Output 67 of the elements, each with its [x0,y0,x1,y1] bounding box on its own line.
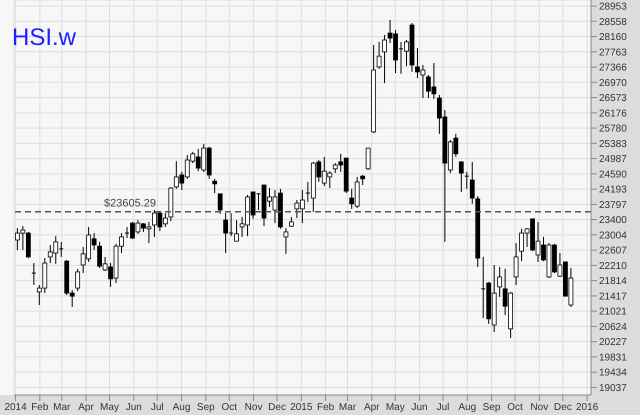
x-tick-label: Nov [244,402,262,414]
candlestick [382,34,387,84]
x-tick-label: Oct [222,402,238,414]
x-tick-label: Feb [316,402,335,414]
x-tick-label: Aug [172,402,190,414]
y-tick-label: 26176 [599,108,628,120]
candlestick [75,268,80,292]
x-tick-label: 2014 [4,402,28,414]
y-tick-label: 19037 [599,382,628,394]
y-tick-label: 19434 [599,368,628,379]
y-tick-label: 23004 [599,230,628,242]
x-tick-label: Feb [31,402,49,414]
y-tick-label: 22607 [599,246,628,257]
x-tick-label: May [100,402,119,414]
y-tick-label: 22210 [599,260,628,272]
y-tick-label: 25383 [599,138,628,150]
y-tick-label: 20227 [599,337,628,348]
candlestick [31,262,36,286]
y-tick-label: 25780 [599,124,628,135]
x-tick-label: Jul [436,402,450,414]
candlestick [470,161,475,204]
x-tick-label: Nov [530,402,548,414]
y-tick-label: 21417 [599,291,628,302]
y-tick-label: 26970 [599,78,628,89]
y-tick-label: 21814 [599,276,628,288]
candlestick [218,193,223,214]
y-tick-label: 23797 [599,200,628,211]
y-tick-label: 27366 [599,62,628,74]
x-tick-label: Dec [554,402,572,414]
candlestick [289,216,294,228]
x-tick-label: Oct [507,402,524,414]
x-tick-label: 2015 [290,402,313,414]
x-tick-label: Aug [458,402,476,414]
candlestick [497,266,502,298]
y-tick-label: 28160 [599,32,628,44]
y-tick-label: 21021 [599,306,628,318]
y-tick-label: 27763 [599,47,628,58]
y-tick-label: 24987 [599,154,628,166]
x-tick-label: Jun [126,402,142,414]
y-tick-label: 28953 [599,2,628,13]
x-tick-label: Apr [78,402,94,414]
y-tick-label: 28558 [599,16,628,28]
x-tick-label: Sep [196,402,216,414]
x-tick-label: Apr [364,402,380,414]
y-tick-label: 26573 [599,93,628,104]
x-tick-label: Sep [482,402,501,414]
x-tick-label: Dec [268,402,286,414]
x-tick-label: Mar [338,402,357,414]
y-tick-label: 20624 [599,322,628,333]
x-tick-label: Jul [150,402,164,414]
candlestick [464,171,470,190]
y-tick-label: 23400 [599,215,628,226]
x-tick-label: May [386,402,405,414]
x-tick-label: Jun [411,402,428,414]
candlestick [366,148,371,170]
candlestick [376,41,382,70]
text: HSI.w [12,24,76,52]
x-tick-label: Mar [53,402,72,414]
candlestick [458,160,464,192]
candlestick [284,228,288,254]
candlestick [514,242,518,286]
x-tick-label: 2016 [576,402,599,414]
y-tick-label: 24590 [599,169,628,180]
candlestick [234,220,240,242]
y-tick-label: 24193 [599,184,628,196]
y-tick-label: 19831 [599,352,628,364]
ref-line-label: $23605.29 [104,198,156,210]
